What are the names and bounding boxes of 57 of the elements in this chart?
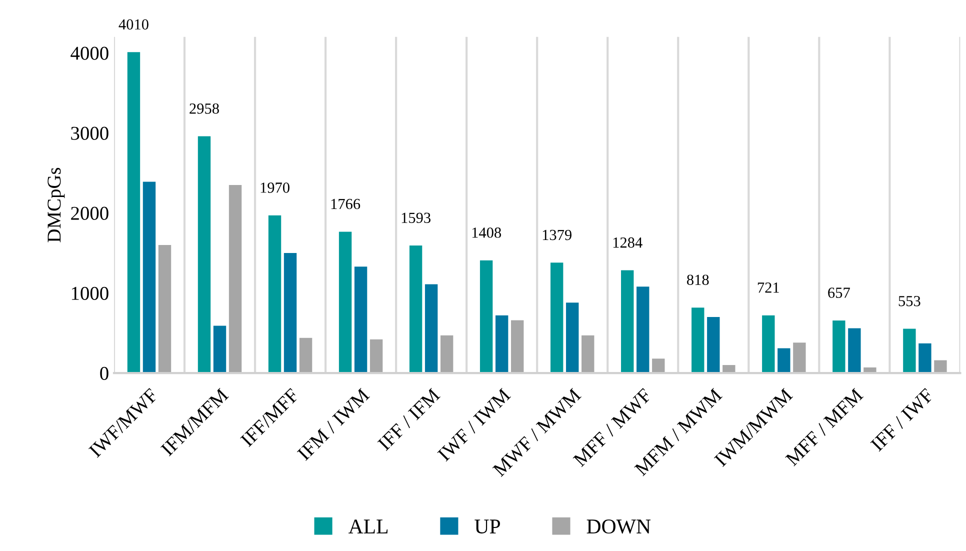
bar <box>722 365 736 374</box>
y-tick-label: 4000 <box>70 46 108 60</box>
data-label: 1379 <box>542 230 572 240</box>
bar <box>934 360 947 374</box>
y-tick-label: 2000 <box>71 206 108 220</box>
bar <box>918 343 932 374</box>
legend-label: UP <box>474 520 500 534</box>
bar <box>213 326 226 374</box>
data-label: 818 <box>687 274 709 286</box>
y-tick-label: 1000 <box>72 286 108 300</box>
data-label: 1593 <box>402 212 430 223</box>
bar <box>440 335 454 374</box>
bar <box>793 342 806 374</box>
y-tick-label: 0 <box>100 366 108 380</box>
bar <box>409 246 422 374</box>
data-label: 1766 <box>331 198 360 210</box>
bar <box>636 286 650 374</box>
data-label: 1970 <box>260 182 290 193</box>
bar <box>127 52 140 374</box>
bar <box>480 260 493 374</box>
bar <box>299 338 312 374</box>
bar <box>848 328 861 374</box>
bar <box>550 262 564 374</box>
y-axis-title: DMCpGs <box>48 168 65 242</box>
bar <box>424 284 438 374</box>
data-label: 553 <box>898 296 920 306</box>
bar <box>158 244 172 374</box>
bar <box>762 315 775 374</box>
bar <box>582 335 594 374</box>
data-label: 721 <box>758 282 779 293</box>
bar <box>511 320 524 374</box>
x-tick-label: IFF / IWF <box>870 388 934 452</box>
data-label: 4010 <box>118 19 148 30</box>
data-label: 1408 <box>472 227 502 238</box>
bar <box>354 266 368 374</box>
bar <box>707 317 720 374</box>
bar <box>228 184 242 374</box>
y-tick-label: 3000 <box>71 126 108 140</box>
bar <box>832 320 846 374</box>
legend-label: ALL <box>348 520 388 534</box>
bar <box>338 232 352 374</box>
bar <box>268 215 282 374</box>
bar <box>652 358 665 374</box>
bar <box>566 302 579 374</box>
bar <box>495 315 508 374</box>
bar <box>903 328 916 374</box>
bar <box>778 348 790 374</box>
bar <box>370 339 383 374</box>
data-label: 1284 <box>613 237 642 248</box>
bar <box>142 182 156 374</box>
bar <box>198 136 211 374</box>
legend-label: DOWN <box>586 520 651 534</box>
bar <box>692 308 704 374</box>
bar <box>284 252 297 374</box>
data-label: 657 <box>828 288 850 298</box>
data-label: 2958 <box>190 103 219 114</box>
bar <box>621 270 634 374</box>
